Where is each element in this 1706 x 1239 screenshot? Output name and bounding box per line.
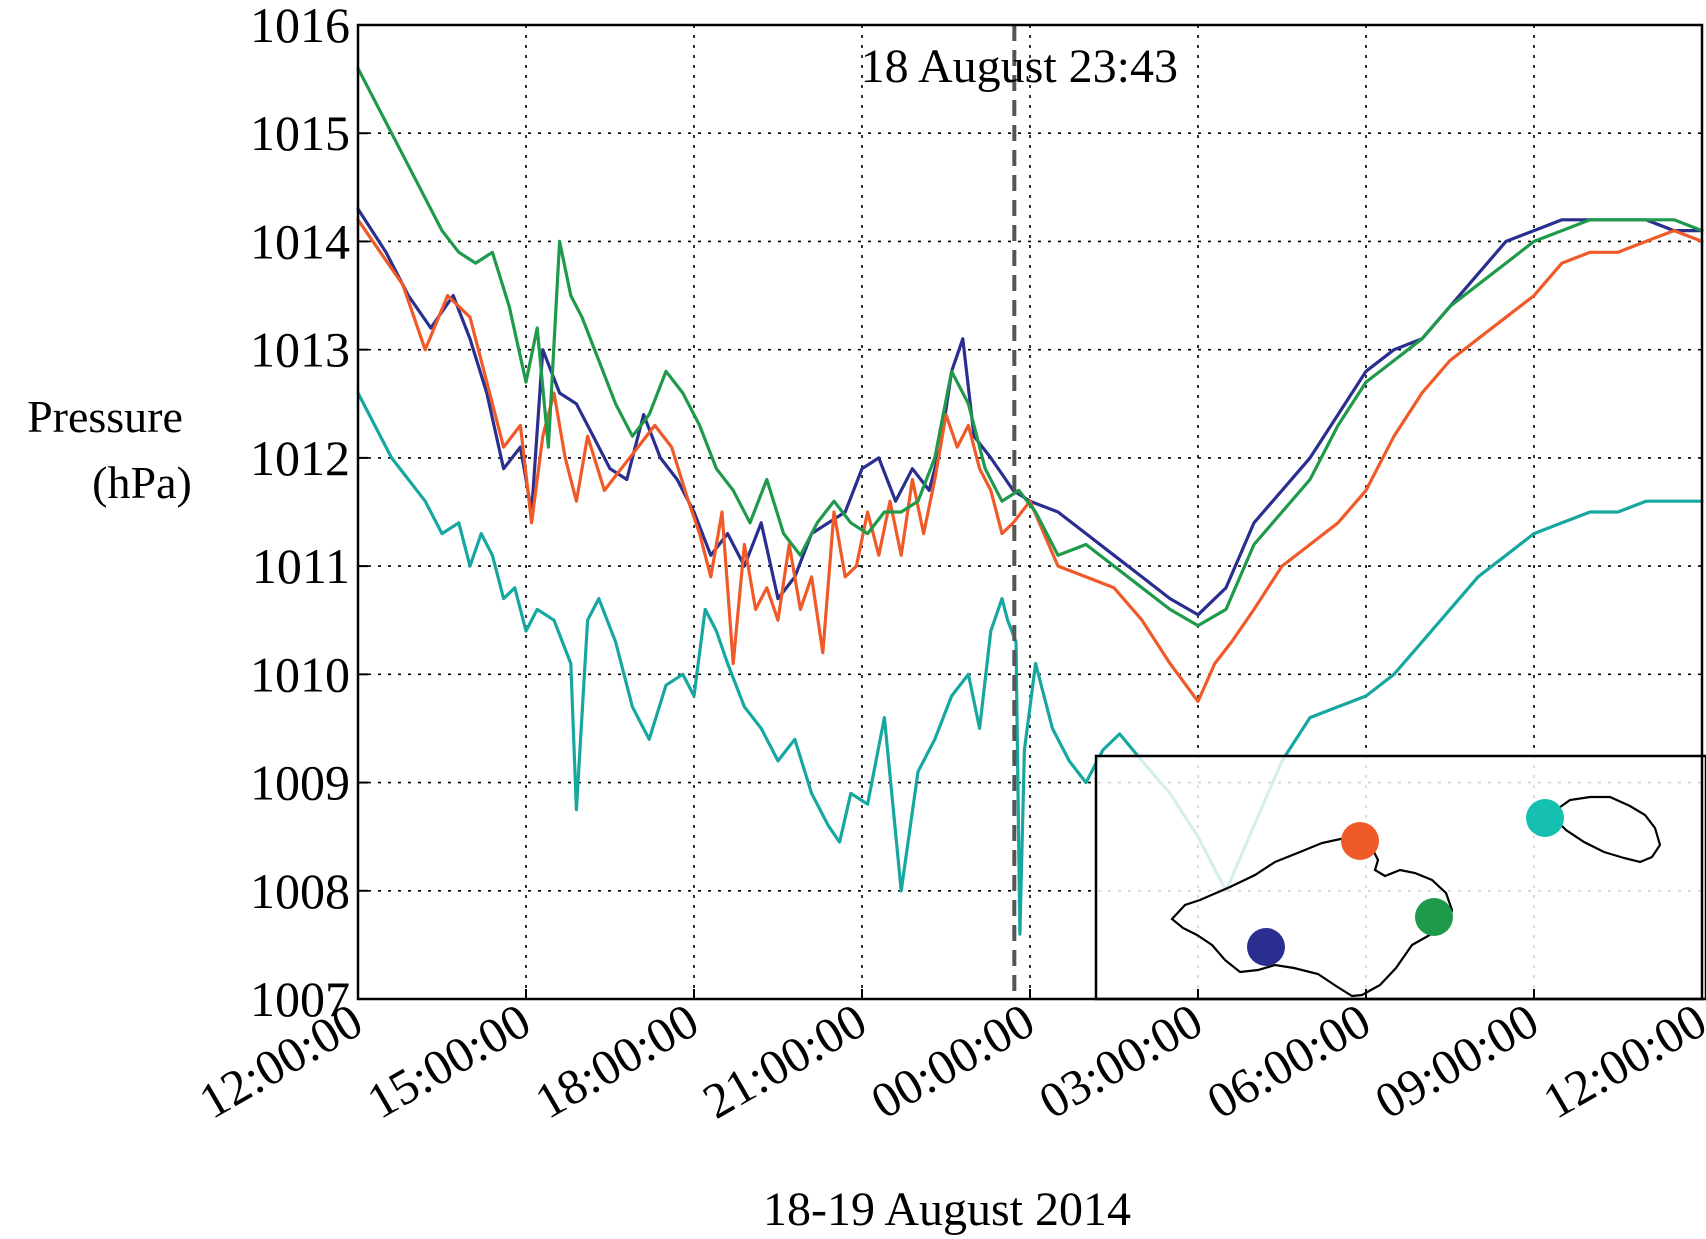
y-tick-label: 1016 [250, 0, 350, 53]
y-tick-label: 1011 [252, 538, 350, 594]
x-axis-label: 18-19 August 2014 [763, 1183, 1131, 1236]
x-tick-label: 03:00:00 [1030, 992, 1212, 1129]
y-tick-label: 1015 [250, 105, 350, 161]
series-line-2 [356, 66, 1704, 628]
event-marker-label: 18 August 23:43 [861, 40, 1178, 93]
series-line-1 [356, 218, 1704, 704]
x-tick-label: 12:00:00 [1534, 992, 1706, 1129]
station-marker-orange [1341, 822, 1379, 860]
y-tick-label: 1009 [250, 755, 350, 811]
x-axis-ticks: 12:00:00 15:00:0018:00:0021:00:0000:00:00… [190, 989, 1706, 1129]
island-outline-menorca [1554, 795, 1662, 864]
x-tick-label: 09:00:00 [1366, 992, 1548, 1129]
station-marker-green [1415, 898, 1453, 936]
x-tick-label: 15:00:00 [358, 992, 540, 1129]
y-axis-ticks: 1007 1008 1009 1010 1011 1012 1013 1014 1015 1016 [250, 0, 368, 1027]
y-axis-label-line2: (hPa) [92, 457, 192, 508]
y-tick-label: 1012 [250, 430, 350, 486]
inset-map [1094, 754, 1706, 1001]
x-tick-label: 18:00:00 [526, 992, 708, 1129]
x-tick-label: 21:00:00 [694, 992, 876, 1129]
x-tick-label: 00:00:00 [862, 992, 1044, 1129]
y-tick-label: 1014 [250, 213, 350, 269]
y-tick-label: 1013 [250, 322, 350, 378]
island-outline-mallorca [1170, 836, 1454, 998]
y-tick-label: 1008 [250, 863, 350, 919]
series-line-0 [356, 207, 1704, 617]
station-marker-teal [1526, 799, 1564, 837]
y-tick-label: 1010 [250, 646, 350, 702]
series-layer [356, 66, 1704, 936]
station-marker-blue [1247, 928, 1285, 966]
y-tick-label: 1007 [250, 971, 350, 1027]
x-tick-label: 06:00:00 [1198, 992, 1380, 1129]
series-line-3 [356, 391, 1704, 936]
y-axis-label-line1: Pressure [27, 391, 183, 442]
